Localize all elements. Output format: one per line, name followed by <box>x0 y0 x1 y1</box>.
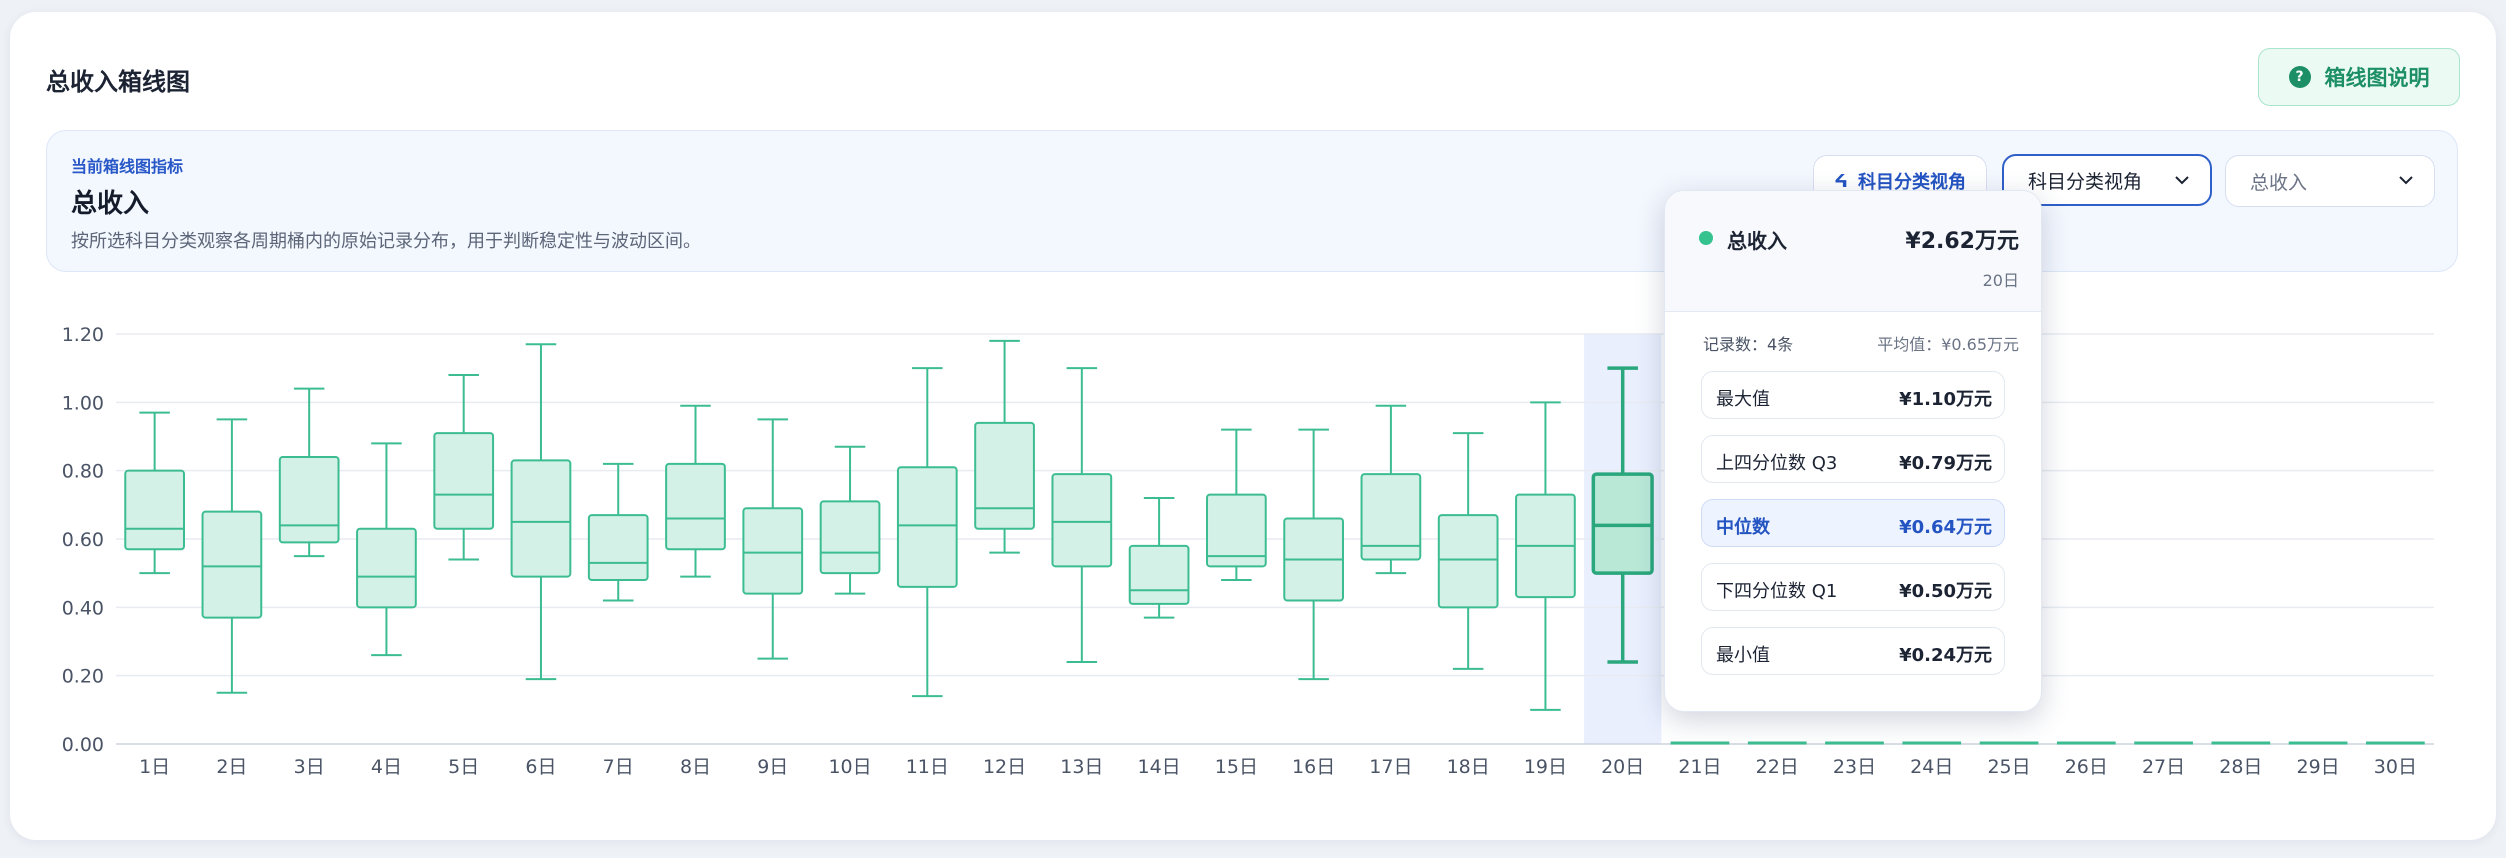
row-label: 最小值 <box>1716 645 1770 666</box>
tooltip-row-median: 中位数 ¥0.64万元 <box>1701 499 2005 547</box>
box <box>587 514 649 581</box>
x-tick-label: 23日 <box>1833 756 1876 778</box>
box <box>819 500 881 575</box>
metric-select-value: 总收入 <box>2250 171 2308 194</box>
metric-select[interactable]: 总收入 <box>2225 155 2435 207</box>
box <box>1128 544 1190 605</box>
x-tick-label: 17日 <box>1369 756 1412 778</box>
row-label: 下四分位数 Q1 <box>1716 581 1838 602</box>
box <box>896 466 958 588</box>
view-select-value: 科目分类视角 <box>2028 170 2143 193</box>
tooltip-total: ¥2.62万元 <box>1905 229 2019 254</box>
help-button[interactable]: ? 箱线图说明 <box>2258 48 2460 106</box>
box <box>1051 473 1113 568</box>
view-chip-label: 科目分类视角 <box>1857 172 1966 193</box>
card-title: 总收入箱线图 <box>46 68 190 96</box>
x-tick-label: 22日 <box>1756 756 1799 778</box>
y-tick-label: 0.80 <box>62 461 104 483</box>
boxplot-card: 总收入箱线图 ? 箱线图说明 当前箱线图指标 总收入 按所选科目分类观察各周期桶… <box>10 12 2496 840</box>
box <box>1437 514 1499 609</box>
metric-info-panel: 当前箱线图指标 总收入 按所选科目分类观察各周期桶内的原始记录分布，用于判断稳定… <box>46 130 2458 272</box>
x-tick-label: 2日 <box>216 756 247 778</box>
x-tick-label: 25日 <box>1987 756 2030 778</box>
tooltip-day: 20日 <box>1982 271 2019 290</box>
x-tick-label: 20日 <box>1601 756 1644 778</box>
x-tick-label: 26日 <box>2065 756 2108 778</box>
x-tick-label: 14日 <box>1138 756 1181 778</box>
y-tick-label: 0.40 <box>62 597 104 619</box>
boxplot-tooltip: 总收入 ¥2.62万元 20日 记录数：4条 平均值：¥0.65万元 最大值 ¥… <box>1664 190 2042 712</box>
y-tick-label: 1.00 <box>62 392 104 414</box>
box <box>201 510 263 619</box>
info-description: 按所选科目分类观察各周期桶内的原始记录分布，用于判断稳定性与波动区间。 <box>71 231 701 252</box>
x-tick-label: 30日 <box>2374 756 2417 778</box>
row-value: ¥0.64万元 <box>1899 517 1992 538</box>
x-tick-label: 3日 <box>294 756 325 778</box>
info-title: 总收入 <box>71 189 150 219</box>
box <box>278 456 340 544</box>
tooltip-row-q1: 下四分位数 Q1 ¥0.50万元 <box>1701 563 2005 611</box>
x-tick-label: 29日 <box>2297 756 2340 778</box>
box <box>433 432 495 530</box>
x-tick-label: 1日 <box>139 756 170 778</box>
row-label: 中位数 <box>1716 517 1770 538</box>
row-value: ¥1.10万元 <box>1899 389 1992 410</box>
info-eyebrow: 当前箱线图指标 <box>71 157 184 176</box>
x-tick-label: 27日 <box>2142 756 2185 778</box>
row-value: ¥0.79万元 <box>1899 453 1992 474</box>
x-tick-label: 4日 <box>371 756 402 778</box>
x-tick-label: 6日 <box>525 756 556 778</box>
x-tick-label: 12日 <box>983 756 1026 778</box>
x-tick-label: 28日 <box>2219 756 2262 778</box>
box <box>124 469 185 551</box>
tooltip-header: 总收入 ¥2.62万元 20日 <box>1665 191 2041 312</box>
row-label: 上四分位数 Q3 <box>1716 453 1838 474</box>
x-tick-label: 9日 <box>757 756 788 778</box>
box <box>742 507 804 595</box>
x-tick-label: 15日 <box>1215 756 1258 778</box>
box <box>665 462 726 551</box>
x-tick-label: 18日 <box>1447 756 1490 778</box>
box <box>356 527 417 609</box>
tooltip-row-q3: 上四分位数 Q3 ¥0.79万元 <box>1701 435 2005 483</box>
waveform-icon: ᔦ <box>1834 170 1848 192</box>
x-tick-label: 21日 <box>1678 756 1721 778</box>
box <box>1206 493 1267 568</box>
x-tick-label: 13日 <box>1060 756 1103 778</box>
box <box>1360 473 1422 561</box>
row-label: 最大值 <box>1716 389 1770 410</box>
tooltip-count: 记录数：4条 <box>1703 335 1794 354</box>
x-tick-label: 24日 <box>1910 756 1953 778</box>
x-tick-label: 16日 <box>1292 756 1335 778</box>
box <box>510 459 572 578</box>
chevron-down-icon <box>2175 176 2189 185</box>
question-icon: ? <box>2288 66 2311 88</box>
tooltip-row-max: 最大值 ¥1.10万元 <box>1701 371 2005 419</box>
x-tick-label: 5日 <box>448 756 479 778</box>
tooltip-mean: 平均值：¥0.65万元 <box>1877 335 2019 354</box>
tooltip-row-min: 最小值 ¥0.24万元 <box>1701 627 2005 675</box>
y-tick-label: 0.60 <box>62 529 104 551</box>
x-tick-label: 11日 <box>906 756 949 778</box>
x-tick-label: 10日 <box>828 756 871 778</box>
y-tick-label: 1.20 <box>62 324 104 346</box>
x-tick-label: 19日 <box>1524 756 1567 778</box>
row-value: ¥0.24万元 <box>1899 645 1992 666</box>
chevron-down-icon <box>2399 176 2413 185</box>
y-tick-label: 0.20 <box>62 666 104 688</box>
box <box>974 421 1035 530</box>
row-value: ¥0.50万元 <box>1899 581 1992 602</box>
y-tick-label: 0.00 <box>62 734 104 756</box>
x-tick-label: 8日 <box>680 756 711 778</box>
tooltip-metric: 总收入 <box>1727 229 1787 253</box>
help-button-label: 箱线图说明 <box>2324 66 2430 90</box>
x-tick-label: 7日 <box>603 756 634 778</box>
series-dot <box>1699 231 1713 245</box>
